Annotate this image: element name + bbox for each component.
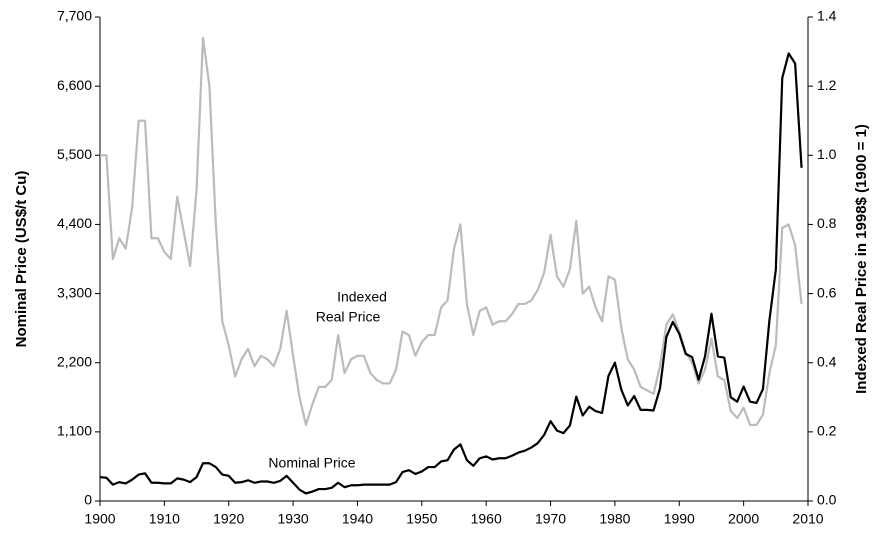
data-line	[100, 36, 803, 427]
y-tick-label: 5,500	[57, 146, 92, 162]
y2-axis-title: Indexed Real Price in 1998$ (1900 = 1)	[853, 124, 870, 394]
data-line	[99, 52, 803, 495]
x-tick-label: 2000	[728, 511, 759, 527]
y-tick-label: 7,700	[57, 8, 92, 24]
x-tick-label: 1950	[406, 511, 437, 527]
x-tick-label: 1990	[664, 511, 695, 527]
y-tick-label: 0	[84, 492, 92, 508]
y-axis-title: Nominal Price (US$/t Cu)	[13, 171, 30, 348]
y2-tick-label: 0.4	[817, 353, 837, 369]
y-tick-label: 4,400	[57, 215, 92, 231]
x-tick-label: 1940	[342, 511, 373, 527]
y2-tick-label: 0.0	[817, 492, 837, 508]
y-tick-label: 1,100	[57, 423, 92, 439]
x-tick-label: 1960	[471, 511, 502, 527]
y-tick-label: 2,200	[57, 353, 92, 369]
y-tick-label: 6,600	[57, 77, 92, 93]
annotation: Indexed	[337, 289, 387, 305]
x-tick-label: 1970	[535, 511, 566, 527]
x-tick-label: 1900	[84, 511, 115, 527]
y2-tick-label: 1.4	[817, 8, 837, 24]
x-tick-label: 1910	[149, 511, 180, 527]
x-tick-label: 1920	[213, 511, 244, 527]
annotation: Real Price	[316, 309, 381, 325]
y2-tick-label: 1.2	[817, 77, 837, 93]
y-tick-label: 3,300	[57, 284, 92, 300]
y2-tick-label: 0.8	[817, 215, 837, 231]
annotation: Nominal Price	[268, 455, 355, 471]
x-tick-label: 1980	[599, 511, 630, 527]
x-tick-label: 2010	[792, 511, 823, 527]
x-tick-label: 1930	[278, 511, 309, 527]
y2-tick-label: 1.0	[817, 146, 837, 162]
y2-tick-label: 0.2	[817, 423, 837, 439]
y2-tick-label: 0.6	[817, 284, 837, 300]
